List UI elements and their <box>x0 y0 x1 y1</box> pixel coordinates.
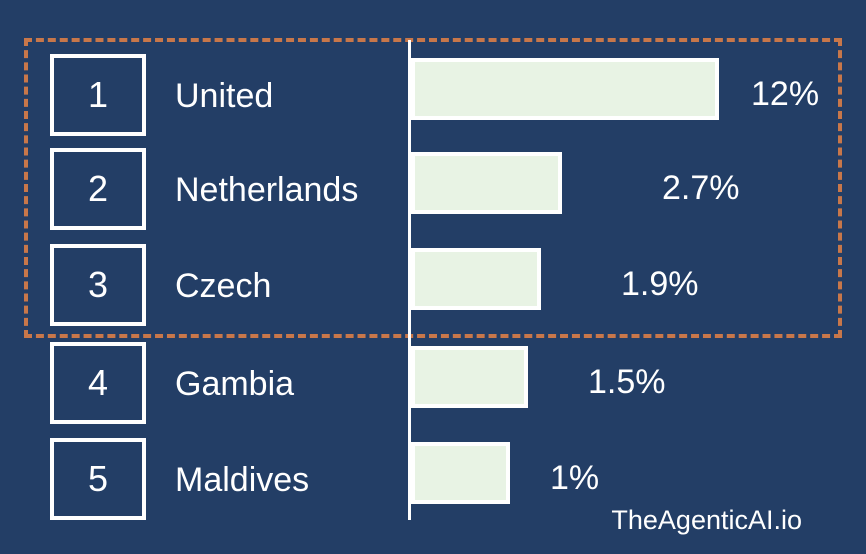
value-label: 2.7% <box>662 169 740 207</box>
bar <box>411 442 510 504</box>
value-label: 1% <box>550 459 600 497</box>
chart-row: 5 Maldives 1% <box>0 438 866 522</box>
chart-row: 3 Czech 1.9% <box>0 244 866 328</box>
category-label: Gambia <box>175 365 295 403</box>
value-label: 1.9% <box>621 265 699 303</box>
rank-box: 4 <box>50 342 146 424</box>
category-label: Netherlands <box>175 171 359 209</box>
chart-row: 2 Netherlands 2.7% <box>0 148 866 232</box>
category-label: United <box>175 77 274 115</box>
watermark: TheAgenticAI.io <box>611 505 802 535</box>
bar <box>411 152 562 214</box>
value-label: 1.5% <box>588 363 666 401</box>
bar <box>411 58 719 120</box>
rank-box: 1 <box>50 54 146 136</box>
category-label: Czech <box>175 267 272 305</box>
chart-row: 4 Gambia 1.5% <box>0 342 866 426</box>
value-label: 12% <box>751 75 820 113</box>
bar <box>411 346 528 408</box>
rank-box: 2 <box>50 148 146 230</box>
rank-box: 3 <box>50 244 146 326</box>
category-label: Maldives <box>175 461 310 499</box>
chart-row: 1 United 12% <box>0 54 866 138</box>
chart-axis-line <box>408 40 411 520</box>
rank-box: 5 <box>50 438 146 520</box>
bar <box>411 248 541 310</box>
